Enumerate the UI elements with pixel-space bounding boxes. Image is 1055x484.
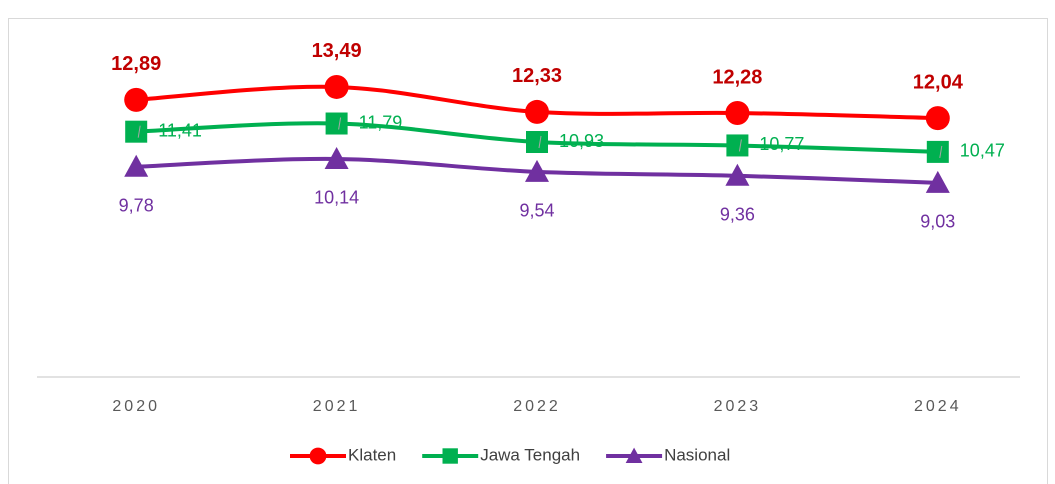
point: [324, 146, 349, 169]
leader-line: [939, 145, 943, 158]
point: [925, 106, 950, 131]
data-label: 12,04: [913, 71, 964, 93]
leader-line: [538, 135, 542, 149]
data-label: 9,78: [119, 195, 154, 215]
x-tick-label: 2022: [513, 398, 561, 415]
leader-line: [338, 117, 342, 130]
leader-line: [137, 125, 141, 138]
legend-label: Nasional: [664, 445, 730, 464]
data-label: 12,89: [111, 53, 161, 75]
point: [726, 134, 749, 157]
point: [725, 100, 750, 125]
point: [125, 120, 148, 143]
data-label: 9,36: [720, 205, 755, 225]
data-label: 10,14: [314, 188, 359, 208]
point: [525, 99, 549, 124]
x-tick-label: 2024: [914, 398, 962, 415]
data-label: 12,28: [712, 66, 762, 88]
data-label: 13,49: [312, 40, 362, 62]
data-label: 11,41: [158, 120, 202, 140]
point: [124, 87, 149, 112]
point: [926, 140, 949, 163]
point: [526, 131, 548, 154]
legend-label: Klaten: [348, 445, 396, 464]
data-label: 9,54: [519, 201, 554, 221]
point: [325, 112, 348, 135]
legend-marker: [442, 448, 458, 464]
x-tick-label: 2023: [714, 398, 762, 415]
legend-label: Jawa Tengah: [480, 445, 580, 464]
point: [525, 159, 549, 182]
data-label: 11,79: [359, 112, 403, 132]
x-tick-label: 2021: [313, 398, 361, 415]
data-label: 12,33: [512, 65, 562, 87]
data-label: 10,77: [759, 134, 804, 154]
legend-marker: [625, 447, 643, 463]
x-tick-label: 2020: [112, 398, 160, 415]
data-label: 10,93: [559, 131, 604, 151]
point: [324, 74, 349, 99]
point: [725, 163, 750, 186]
data-label: 9,03: [920, 212, 955, 232]
leader-line: [738, 139, 742, 152]
point: [124, 154, 149, 177]
data-label: 10,47: [960, 141, 1005, 161]
point: [925, 170, 950, 193]
legend-marker: [309, 447, 327, 465]
